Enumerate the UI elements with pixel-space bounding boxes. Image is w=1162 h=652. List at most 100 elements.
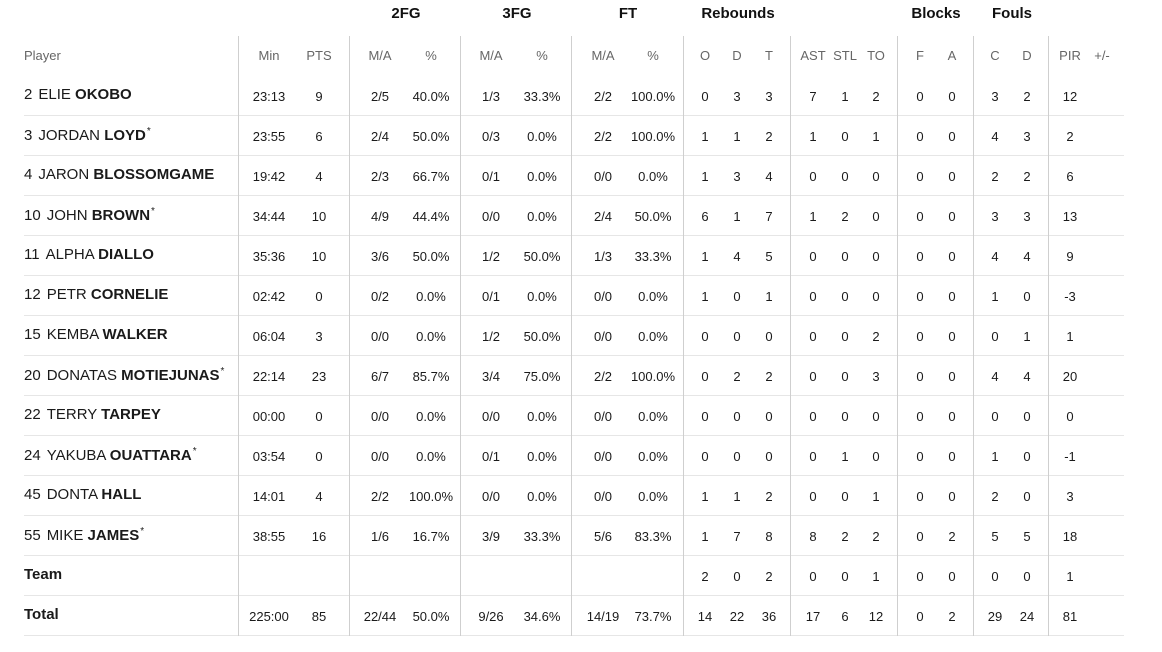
col-header-min[interactable]: Min: [258, 48, 280, 63]
col-header-ast[interactable]: AST: [800, 48, 826, 63]
player-name[interactable]: 20 DONATAS MOTIEJUNAS*: [24, 366, 224, 384]
cell-ast: 0: [809, 449, 817, 464]
col-header-2fg-pct[interactable]: %: [425, 48, 437, 63]
cell-reb-d: 7: [733, 529, 741, 544]
cell-foul-c: 3: [991, 89, 999, 104]
cell-fg3-ma: 3/9: [481, 529, 501, 544]
cell-reb-d: 0: [733, 409, 741, 424]
total-label: Total: [24, 606, 59, 623]
cell-ft-pct: 0.0%: [638, 329, 668, 344]
col-header-pir[interactable]: PIR: [1059, 48, 1081, 63]
cell-fg2-pct: 50.0%: [412, 129, 450, 144]
player-number: 20: [24, 367, 41, 384]
player-name[interactable]: 4 JARON BLOSSOMGAME: [24, 166, 214, 183]
cell-reb-o: 1: [701, 289, 709, 304]
cell-min: 14:01: [252, 489, 286, 504]
cell-reb-t: 8: [765, 529, 773, 544]
player-name[interactable]: 12 PETR CORNELIE: [24, 286, 168, 303]
player-name[interactable]: 55 MIKE JAMES*: [24, 526, 144, 544]
cell-ft-ma: 2/4: [593, 209, 613, 224]
cell-ft-pct: 0.0%: [638, 169, 668, 184]
cell-stl: 0: [841, 369, 849, 384]
cell-to: 0: [872, 409, 880, 424]
col-header-ft-pct[interactable]: %: [647, 48, 659, 63]
col-header-reb-d[interactable]: D: [732, 48, 742, 63]
cell-foul-c: 1: [991, 449, 999, 464]
cell-stl: 6: [841, 609, 849, 624]
cell-ast: 0: [809, 249, 817, 264]
player-last-name: OKOBO: [75, 86, 132, 103]
column-divider: [1048, 36, 1049, 636]
col-header-plus-minus[interactable]: +/-: [1094, 48, 1110, 63]
cell-fg2-ma: 1/6: [370, 529, 390, 544]
cell-pts: 0: [315, 289, 323, 304]
player-first-name: JORDAN: [38, 127, 101, 144]
column-divider: [897, 36, 898, 636]
cell-reb-d: 2: [733, 369, 741, 384]
col-header-foul-d[interactable]: D: [1022, 48, 1032, 63]
player-name[interactable]: 10 JOHN BROWN*: [24, 206, 155, 224]
cell-fg2-ma: 2/3: [370, 169, 390, 184]
cell-reb-d: 1: [733, 489, 741, 504]
table-row: 4 JARON BLOSSOMGAME 19:42 4 2/3 66.7% 0/1 0.0% 0…: [0, 156, 1162, 196]
player-name[interactable]: 3 JORDAN LOYD*: [24, 126, 151, 144]
cell-pir: -3: [1064, 289, 1076, 304]
col-header-pts[interactable]: PTS: [306, 48, 332, 63]
player-last-name: JAMES: [87, 527, 140, 544]
cell-to: 0: [872, 449, 880, 464]
cell-foul-d: 4: [1023, 369, 1031, 384]
cell-fg2-pct: 44.4%: [412, 209, 450, 224]
player-name[interactable]: 15 KEMBA WALKER: [24, 326, 168, 343]
cell-fg2-ma: 22/44: [363, 609, 397, 624]
cell-ast: 1: [809, 129, 817, 144]
cell-fg2-pct: 100.0%: [408, 489, 454, 504]
col-header-3fg-pct[interactable]: %: [536, 48, 548, 63]
col-header-ft-ma[interactable]: M/A: [591, 48, 615, 63]
player-name[interactable]: 24 YAKUBA OUATTARA*: [24, 446, 197, 464]
col-header-blk-a[interactable]: A: [947, 48, 957, 63]
player-name[interactable]: 11 ALPHA DIALLO: [24, 246, 154, 263]
cell-ft-ma: 2/2: [593, 129, 613, 144]
cell-reb-o: 1: [701, 529, 709, 544]
col-header-3fg-ma[interactable]: M/A: [479, 48, 503, 63]
cell-reb-d: 3: [733, 169, 741, 184]
cell-fg2-ma: 2/4: [370, 129, 390, 144]
cell-reb-t: 0: [765, 449, 773, 464]
cell-fg3-pct: 34.6%: [523, 609, 561, 624]
player-name[interactable]: 2 ELIE OKOBO: [24, 86, 132, 103]
player-name[interactable]: 45 DONTA HALL: [24, 486, 141, 503]
col-header-blk-f[interactable]: F: [916, 48, 924, 63]
col-header-2fg-ma[interactable]: M/A: [368, 48, 392, 63]
cell-reb-t: 1: [765, 289, 773, 304]
player-number: 2: [24, 86, 33, 103]
cell-ast: 0: [809, 329, 817, 344]
col-header-player[interactable]: Player: [24, 48, 61, 63]
cell-reb-o: 1: [701, 169, 709, 184]
col-header-to[interactable]: TO: [867, 48, 885, 63]
player-first-name: KEMBA: [46, 326, 99, 343]
column-divider: [973, 36, 974, 636]
cell-reb-d: 4: [733, 249, 741, 264]
cell-to: 1: [872, 489, 880, 504]
starter-mark: *: [146, 126, 151, 137]
cell-blk-a: 0: [948, 369, 956, 384]
cell-foul-c: 0: [991, 329, 999, 344]
player-last-name: OUATTARA: [109, 447, 192, 464]
cell-reb-d: 1: [733, 129, 741, 144]
cell-foul-d: 0: [1023, 489, 1031, 504]
table-row: 45 DONTA HALL 14:01 4 2/2 100.0% 0/0 0.0% 0/0 0.0…: [0, 476, 1162, 516]
cell-ft-pct: 0.0%: [638, 489, 668, 504]
cell-to: 12: [868, 609, 884, 624]
col-header-foul-c[interactable]: C: [990, 48, 1000, 63]
cell-blk-a: 0: [948, 249, 956, 264]
player-name[interactable]: 22 TERRY TARPEY: [24, 406, 161, 423]
cell-pts: 85: [311, 609, 327, 624]
cell-fg3-ma: 0/1: [481, 449, 501, 464]
cell-ft-pct: 0.0%: [638, 409, 668, 424]
cell-pts: 23: [311, 369, 327, 384]
cell-to: 3: [872, 369, 880, 384]
col-header-reb-t[interactable]: T: [765, 48, 773, 63]
col-header-reb-o[interactable]: O: [699, 48, 711, 63]
col-header-stl[interactable]: STL: [833, 48, 857, 63]
cell-pir: 9: [1066, 249, 1074, 264]
